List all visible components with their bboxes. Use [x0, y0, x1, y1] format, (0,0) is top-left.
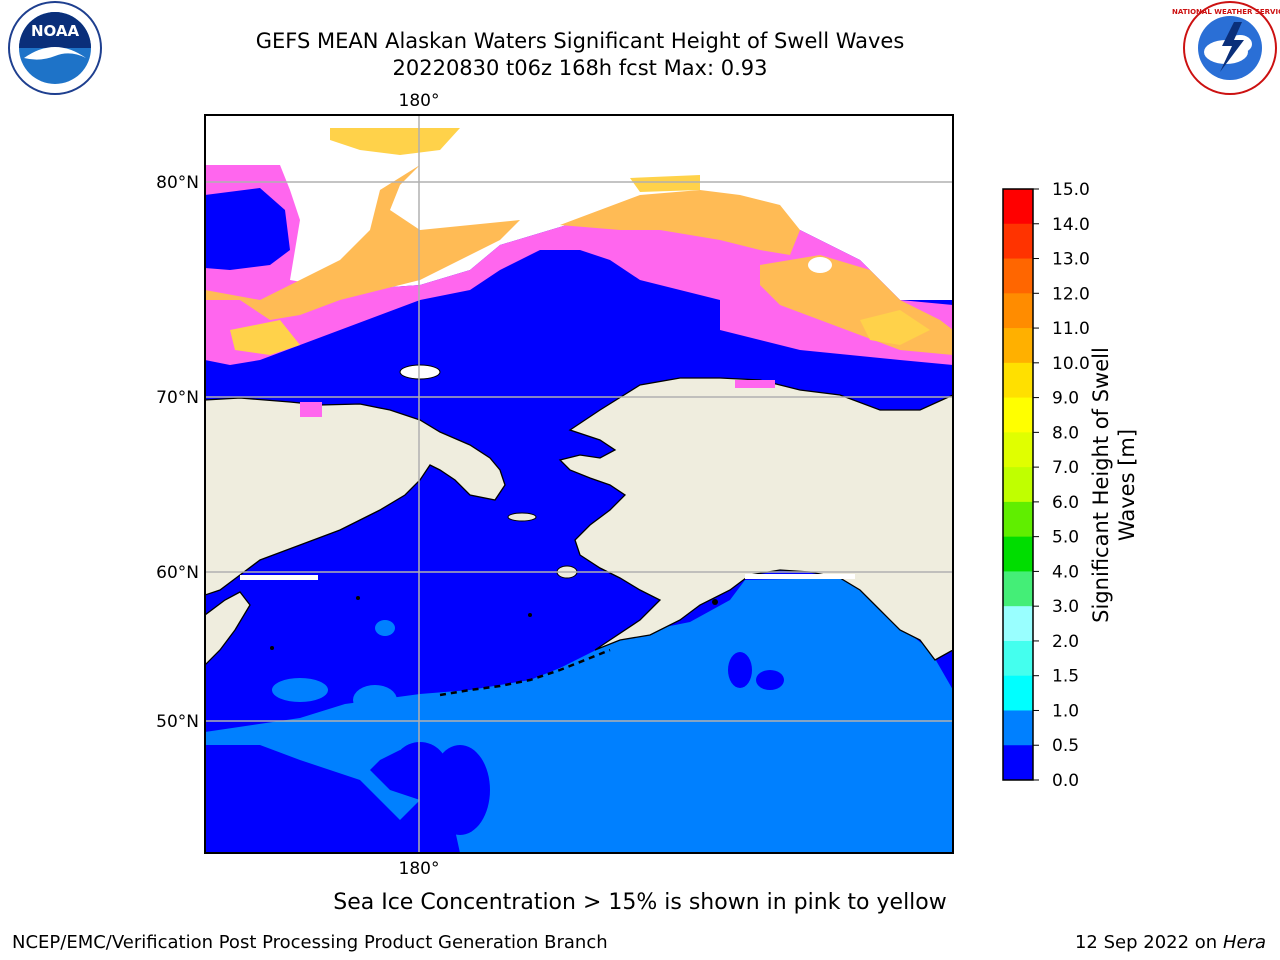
- map-area: [205, 115, 953, 853]
- colorbar-segment: [1003, 293, 1033, 329]
- footer-credit: NCEP/EMC/Verification Post Processing Pr…: [12, 932, 608, 953]
- colorbar-tick-label: 0.5: [1052, 736, 1079, 756]
- colorbar-segment: [1003, 189, 1033, 225]
- colorbar-segment: [1003, 328, 1033, 364]
- colorbar-tick-label: 5.0: [1052, 528, 1079, 548]
- colorbar-tick-label: 10.0: [1052, 354, 1090, 374]
- colorbar-segment: [1003, 640, 1033, 677]
- footer-date-text: 12 Sep 2022 on: [1074, 932, 1218, 953]
- footer-host: Hera: [1222, 932, 1266, 953]
- noaa-logo: NOAA: [8, 1, 102, 95]
- land-siberia: [205, 397, 506, 596]
- colorbar-segment: [1003, 710, 1033, 746]
- colorbar-tick-label: 4.0: [1052, 562, 1079, 582]
- colorbar-segment: [1003, 536, 1033, 572]
- footer-date: 12 Sep 2022 on Hera: [1075, 932, 1266, 953]
- land-alaska: [558, 377, 953, 661]
- colorbar-tick-label: 6.0: [1052, 493, 1079, 513]
- colorbar-tick-label: 3.0: [1052, 597, 1079, 617]
- colorbar-segment: [1003, 362, 1033, 399]
- gridlines: [205, 115, 953, 853]
- lon-label-bottom: 180°: [399, 859, 440, 879]
- colorbar-tick-label: 1.0: [1052, 701, 1079, 721]
- sea-ice-note: Sea Ice Concentration > 15% is shown in …: [333, 890, 947, 915]
- lat-label-60: 60°N: [156, 563, 199, 583]
- chart-title: GEFS MEAN Alaskan Waters Significant Hei…: [255, 29, 905, 53]
- colorbar-segment: [1003, 571, 1033, 607]
- colorbar: 15.0 14.0 13.0 12.0 11.0 10.0 9.0 8.0 7.0 6.0 5.0 4…: [1002, 180, 1090, 791]
- map-frame: [204, 114, 954, 854]
- colorbar-tick-label: 14.0: [1052, 215, 1090, 235]
- lat-label-80: 80°N: [156, 173, 199, 193]
- colorbar-segment: [1003, 223, 1033, 260]
- nws-logo: NATIONAL WEATHER SERVICE: [1172, 1, 1280, 95]
- noaa-logo-text: NOAA: [31, 22, 80, 40]
- svg-text:NATIONAL WEATHER SERVICE: NATIONAL WEATHER SERVICE: [1172, 8, 1280, 16]
- colorbar-tick-label: 8.0: [1052, 423, 1079, 443]
- lat-label-70: 70°N: [156, 388, 199, 408]
- colorbar-frame: [1002, 188, 1034, 781]
- colorbar-segment: [1003, 397, 1033, 433]
- colorbar-segment: [1003, 745, 1033, 781]
- colorbar-tick-label: 11.0: [1052, 319, 1090, 339]
- colorbar-tick-label: 2.0: [1052, 632, 1079, 652]
- aleutians: [439, 648, 611, 697]
- colorbar-segment: [1003, 258, 1033, 294]
- colorbar-tick-label: 0.0: [1052, 771, 1079, 791]
- colorbar-segment: [1003, 675, 1033, 711]
- colorbar-segment: [1003, 606, 1033, 642]
- colorbar-tick-label: 15.0: [1052, 180, 1090, 200]
- lon-label-top: 180°: [399, 91, 440, 111]
- colorbar-segment: [1003, 432, 1033, 468]
- ice-pink: [205, 165, 953, 365]
- colorbar-tick-label: 7.0: [1052, 458, 1079, 478]
- colorbar-segment: [1003, 501, 1033, 538]
- colorbar-segment: [1003, 467, 1033, 503]
- chart-subtitle: 20220830 t06z 168h fcst Max: 0.93: [392, 56, 768, 80]
- colorbar-label: Significant Height of Swell Waves [m]: [1089, 347, 1139, 623]
- ocean-light: [205, 578, 953, 853]
- colorbar-tick-label: 12.0: [1052, 284, 1090, 304]
- colorbar-tick-label: 13.0: [1052, 250, 1090, 270]
- lat-label-50: 50°N: [156, 712, 199, 732]
- colorbar-tick-label: 9.0: [1052, 389, 1079, 409]
- colorbar-tick-label: 1.5: [1052, 667, 1079, 687]
